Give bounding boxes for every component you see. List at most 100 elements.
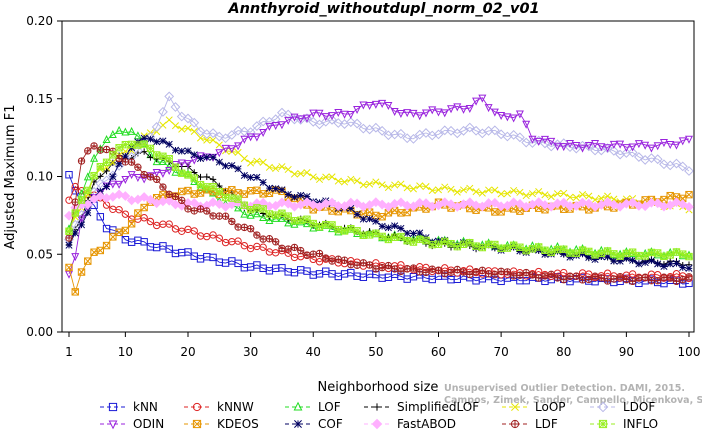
data-point-cof [641,259,649,267]
data-point-inflo [679,250,687,258]
data-point-fastabod [339,201,350,211]
data-point-inflo [466,238,474,247]
x-tick-label: 90 [619,345,634,359]
data-point-loop [472,188,480,196]
legend-label: LOF [318,400,341,414]
data-point-cof [196,155,205,163]
legend-marker [373,403,381,411]
data-point-ldf [509,272,518,280]
data-point-inflo [384,235,393,244]
data-point-ldf [610,275,618,283]
data-point-loop [560,189,568,197]
data-point-odin [447,105,456,114]
data-point-cof [359,215,367,223]
data-point-kdeos [127,220,136,228]
data-point-loop [459,186,468,194]
data-point-inflo [365,231,374,239]
data-point-inflo [190,174,198,182]
data-point-inflo [315,222,324,231]
data-point-ldf [340,256,349,264]
data-point-odin [672,141,681,150]
data-point-ldf [516,271,524,279]
data-point-loop [585,192,593,200]
data-point-lof [90,153,99,162]
data-point-inflo [234,195,242,203]
data-point-loop [466,184,474,192]
series-ldf [65,142,693,286]
data-point-fastabod [533,197,544,208]
data-point-cof [635,260,643,268]
data-point-odin [396,109,405,119]
series-inflo [65,140,693,261]
y-tick-label: 0.10 [26,170,53,184]
data-point-ldf [171,192,180,201]
data-point-odin [177,159,186,168]
data-point-ldof [652,154,663,165]
data-point-ldof [577,140,588,151]
data-point-odin [246,133,255,142]
data-point-ldf [591,272,599,280]
data-point-inflo [666,251,674,259]
data-point-fastabod [502,200,513,211]
data-point-lof [171,167,180,176]
data-point-fastabod [383,201,394,212]
data-point-ldf [653,276,662,285]
data-point-fastabod [402,200,413,211]
data-point-inflo [509,241,518,249]
data-point-loop [109,159,117,167]
data-point-odin [378,99,387,108]
data-point-ldof [677,161,688,172]
data-point-cof [284,190,292,199]
data-point-ldf [622,275,631,284]
legend-marker [192,419,202,429]
data-point-odin [315,109,324,118]
data-point-odin [478,94,487,103]
data-point-cof [391,222,399,230]
data-point-fastabod [577,197,588,208]
data-point-loop [203,136,211,144]
data-point-knn [234,259,242,268]
data-point-odin [265,122,274,131]
data-point-ldf [409,264,418,272]
data-point-odin [240,135,249,144]
data-point-inflo [447,240,455,248]
data-point-loop [416,182,424,190]
data-point-ldf [428,265,436,273]
legend-marker [294,420,302,428]
data-point-knnw [315,258,324,266]
x-tick-label: 70 [493,345,508,359]
data-point-cof [290,193,299,201]
data-point-odin [221,144,230,153]
data-point-odin [641,141,650,150]
data-point-ldof [270,114,281,125]
data-point-loop [334,177,342,185]
data-point-knnw [240,241,249,250]
data-point-ldf [190,207,198,215]
data-point-ldf [578,276,587,284]
data-point-loop [485,186,493,194]
data-point-cof [178,147,186,155]
data-point-inflo [534,243,543,251]
data-point-ldf [71,198,79,206]
data-point-lof [127,126,136,135]
data-point-knnw [165,220,173,228]
data-point-loop [591,196,599,204]
data-point-odin [309,109,318,118]
data-point-cof [347,204,355,212]
data-point-loop [434,186,443,194]
data-point-ldof [370,122,381,133]
data-point-inflo [146,144,155,153]
legend-item-inflo: INFLO [590,417,658,431]
data-point-loop [491,186,499,194]
legend-label: LDOF [623,400,655,414]
data-point-inflo [416,235,424,244]
data-point-ldof [496,129,507,140]
data-point-odin [365,102,374,111]
data-point-odin [290,113,299,122]
data-point-cof [109,173,117,181]
x-tick-label: 20 [180,345,195,359]
data-point-fastabod [677,199,688,210]
data-point-lof [309,223,318,232]
legend-item-odin: ODIN [100,417,164,431]
data-point-ldf [597,274,606,282]
